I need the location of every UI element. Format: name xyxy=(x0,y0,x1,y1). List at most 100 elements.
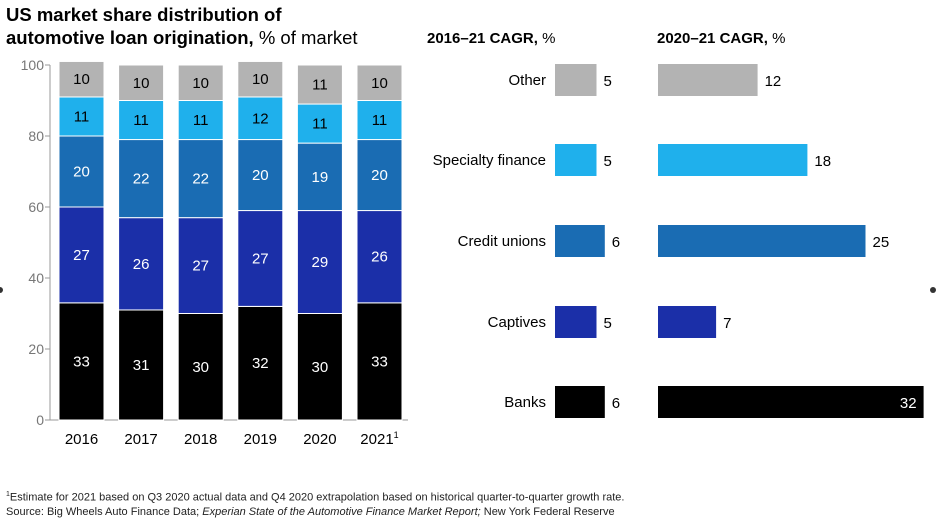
cagr-2020-2021-title: 2020–21 CAGR, % xyxy=(657,30,785,47)
data-label-credit-unions-2021: 20 xyxy=(371,167,388,184)
data-label-banks-2019: 32 xyxy=(252,355,269,372)
bar-segment-credit-unions-2016 xyxy=(58,135,105,208)
data-label-other-2016: 10 xyxy=(73,71,90,88)
chart-canvas: 0204060801003327201110201631262211102017… xyxy=(21,57,924,448)
x-tick-label-2020: 2020 xyxy=(303,431,336,448)
footnote-source-a: Source: Big Wheels Auto Finance Data; xyxy=(6,505,203,518)
data-label-banks-2016: 33 xyxy=(73,353,90,370)
data-label-captives-2018: 27 xyxy=(192,258,209,275)
chart-title-unit: % of market xyxy=(253,27,358,48)
cagr-2020-2021-bar-credit-unions xyxy=(658,225,866,257)
bar-segment-other-2021 xyxy=(356,64,403,101)
row-label-credit-unions: Credit unions xyxy=(458,233,546,250)
cagr-2020-2021-value-other: 12 xyxy=(765,73,782,90)
cagr-2016-2021-title: 2016–21 CAGR, % xyxy=(427,30,555,47)
bar-segment-credit-unions-2017 xyxy=(118,139,165,219)
bar-segment-banks-2018 xyxy=(177,313,224,421)
footnote-marker: 1 xyxy=(6,491,10,498)
bar-segment-banks-2019 xyxy=(237,305,284,421)
x-tick-footnote-2021: 1 xyxy=(394,430,399,440)
footnote-source: Source: Big Wheels Auto Finance Data; Ex… xyxy=(6,505,926,519)
cagr-2020-2021-bar-captives xyxy=(658,306,717,338)
cagr-2020-2021-bar-other xyxy=(658,64,758,96)
row-label-banks: Banks xyxy=(504,394,546,411)
cagr-2016-2021-bar-banks xyxy=(555,386,605,418)
bar-segment-other-2019 xyxy=(237,60,284,98)
cagr-2016-2021-value-specialty-finance: 5 xyxy=(604,153,612,170)
cagr-2016-2021-value-captives: 5 xyxy=(604,315,612,332)
data-label-specialty-finance-2021: 11 xyxy=(372,112,388,129)
cagr-2020-2021-bar-banks xyxy=(658,386,924,418)
cagr-2016-2021-bar-credit-unions xyxy=(555,225,605,257)
chart-title: US market share distribution of automoti… xyxy=(6,3,406,49)
data-label-banks-2020: 30 xyxy=(312,359,329,376)
cagr-2020-2021-title-text: 2020–21 CAGR, xyxy=(657,30,768,47)
chart-title-line1: US market share distribution of xyxy=(6,4,282,25)
data-label-credit-unions-2020: 19 xyxy=(312,169,329,186)
bar-segment-captives-2017 xyxy=(118,217,165,311)
cagr-2016-2021-value-banks: 6 xyxy=(612,395,620,412)
y-tick-label-100: 100 xyxy=(21,57,45,73)
bar-segment-banks-2016 xyxy=(58,302,105,421)
row-label-other: Other xyxy=(508,72,546,89)
bar-segment-other-2020 xyxy=(296,64,343,105)
bar-segment-captives-2016 xyxy=(58,206,105,304)
cagr-2020-2021-value-credit-unions: 25 xyxy=(873,234,890,251)
data-label-specialty-finance-2020: 11 xyxy=(312,116,328,133)
chart-title-line2: automotive loan origination, xyxy=(6,27,254,48)
edge-dot-right xyxy=(930,287,936,293)
data-label-captives-2020: 29 xyxy=(312,254,329,271)
bar-segment-specialty-finance-2021 xyxy=(356,100,403,141)
y-tick-label-0: 0 xyxy=(36,412,44,428)
data-label-captives-2016: 27 xyxy=(73,247,90,264)
bar-segment-other-2018 xyxy=(177,64,224,101)
cagr-2016-2021-bar-other xyxy=(555,64,597,96)
bar-segment-other-2017 xyxy=(118,64,165,101)
cagr-2016-2021-title-text: 2016–21 CAGR, xyxy=(427,30,538,47)
bar-segment-captives-2020 xyxy=(296,210,343,314)
y-tick-label-80: 80 xyxy=(28,128,44,144)
x-tick-label-2016: 2016 xyxy=(65,431,98,448)
bar-segment-banks-2020 xyxy=(296,313,343,421)
cagr-2016-2021-bar-specialty-finance xyxy=(555,144,597,176)
data-label-other-2018: 10 xyxy=(192,75,209,92)
data-label-credit-unions-2016: 20 xyxy=(73,164,90,181)
cagr-2016-2021-title-unit: % xyxy=(537,30,556,47)
cagr-2016-2021-bar-captives xyxy=(555,306,597,338)
bar-segment-specialty-finance-2018 xyxy=(177,100,224,141)
x-tick-label-2021: 20211 xyxy=(360,430,398,448)
data-label-other-2020: 11 xyxy=(312,77,328,94)
x-tick-label-2018: 2018 xyxy=(184,431,217,448)
data-label-specialty-finance-2017: 11 xyxy=(133,112,149,129)
y-tick-label-40: 40 xyxy=(28,270,44,286)
cagr-2016-2021-value-credit-unions: 6 xyxy=(612,234,620,251)
data-label-specialty-finance-2019: 12 xyxy=(252,110,269,127)
data-label-credit-unions-2017: 22 xyxy=(133,171,150,188)
data-label-captives-2017: 26 xyxy=(133,256,150,273)
bar-segment-other-2016 xyxy=(58,60,105,98)
footnote-source-c: New York Federal Reserve xyxy=(480,505,615,518)
bar-segment-credit-unions-2020 xyxy=(296,142,343,212)
data-label-captives-2021: 26 xyxy=(371,249,388,266)
data-label-banks-2021: 33 xyxy=(371,353,388,370)
data-label-other-2017: 10 xyxy=(133,75,150,92)
data-label-other-2021: 10 xyxy=(371,75,388,92)
cagr-2016-2021-value-other: 5 xyxy=(604,73,612,90)
cagr-2020-2021-value-specialty-finance: 18 xyxy=(814,153,831,170)
footnote-estimate: 1Estimate for 2021 based on Q3 2020 actu… xyxy=(6,488,926,505)
cagr-2020-2021-value-captives: 7 xyxy=(723,315,731,332)
x-tick-label-2017: 2017 xyxy=(124,431,157,448)
data-label-credit-unions-2018: 22 xyxy=(192,171,209,188)
bar-segment-captives-2019 xyxy=(237,210,284,307)
row-label-specialty-finance: Specialty finance xyxy=(433,152,546,169)
data-label-specialty-finance-2016: 11 xyxy=(74,108,90,125)
data-label-banks-2017: 31 xyxy=(133,357,150,374)
bar-segment-banks-2017 xyxy=(118,309,165,421)
data-label-banks-2018: 30 xyxy=(192,359,209,376)
bar-segment-banks-2021 xyxy=(356,302,403,421)
data-label-captives-2019: 27 xyxy=(252,250,269,267)
footnote-estimate-text: Estimate for 2021 based on Q3 2020 actua… xyxy=(9,491,625,504)
cagr-2020-2021-value-banks: 32 xyxy=(900,395,917,412)
cagr-2020-2021-bar-specialty-finance xyxy=(658,144,808,176)
edge-dot-left xyxy=(0,287,3,293)
